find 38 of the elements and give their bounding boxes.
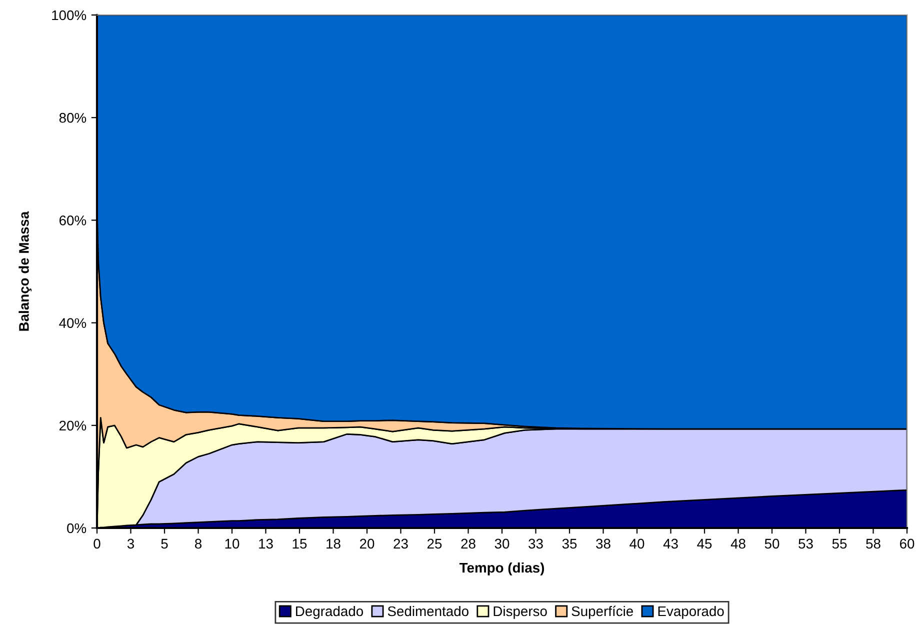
x-tick-label: 10 — [225, 538, 240, 549]
x-tick-label: 45 — [697, 538, 712, 549]
legend-label: Disperso — [494, 606, 547, 619]
y-tick-label: 40% — [59, 318, 86, 328]
legend-label: Evaporado — [658, 606, 724, 619]
legend-label: Sedimentado — [388, 606, 468, 616]
legend-label: Superfície — [572, 606, 633, 619]
x-tick-label: 30 — [494, 538, 510, 549]
x-tick-label: 23 — [394, 538, 408, 549]
y-axis-title: Balanço de Massa — [18, 211, 32, 331]
x-tick-label: 55 — [832, 538, 847, 549]
x-tick-label: 13 — [259, 538, 273, 549]
x-tick-label: 43 — [663, 538, 678, 549]
x-tick-label: 3 — [127, 538, 134, 549]
y-tick-label: 60% — [59, 216, 86, 226]
legend-label: Degradado — [296, 606, 364, 619]
x-tick-label: 5 — [161, 538, 168, 549]
x-tick-label: 8 — [194, 538, 202, 549]
x-tick-label: 28 — [461, 538, 476, 549]
x-tick-label: 15 — [292, 538, 307, 549]
x-tick-label: 25 — [427, 538, 442, 549]
x-tick-label: 53 — [798, 538, 813, 549]
x-tick-label: 48 — [730, 538, 746, 549]
x-tick-label: 50 — [764, 538, 780, 549]
x-tick-label: 18 — [326, 538, 340, 549]
y-tick-label: 100% — [52, 10, 86, 20]
x-tick-label: 20 — [360, 538, 374, 549]
x-tick-label: 0 — [94, 538, 100, 549]
x-tick-label: 40 — [630, 538, 644, 549]
x-axis-title: Tempo (dias) — [459, 562, 544, 576]
x-tick-label: 33 — [528, 538, 543, 549]
y-tick-label: 80% — [59, 112, 86, 123]
y-tick-label: 20% — [59, 420, 86, 431]
x-tick-label: 35 — [562, 538, 577, 549]
x-tick-label: 38 — [596, 538, 610, 549]
x-tick-label: 60 — [900, 538, 914, 549]
y-tick-label: 0% — [67, 523, 86, 534]
x-tick-label: 58 — [866, 538, 880, 549]
